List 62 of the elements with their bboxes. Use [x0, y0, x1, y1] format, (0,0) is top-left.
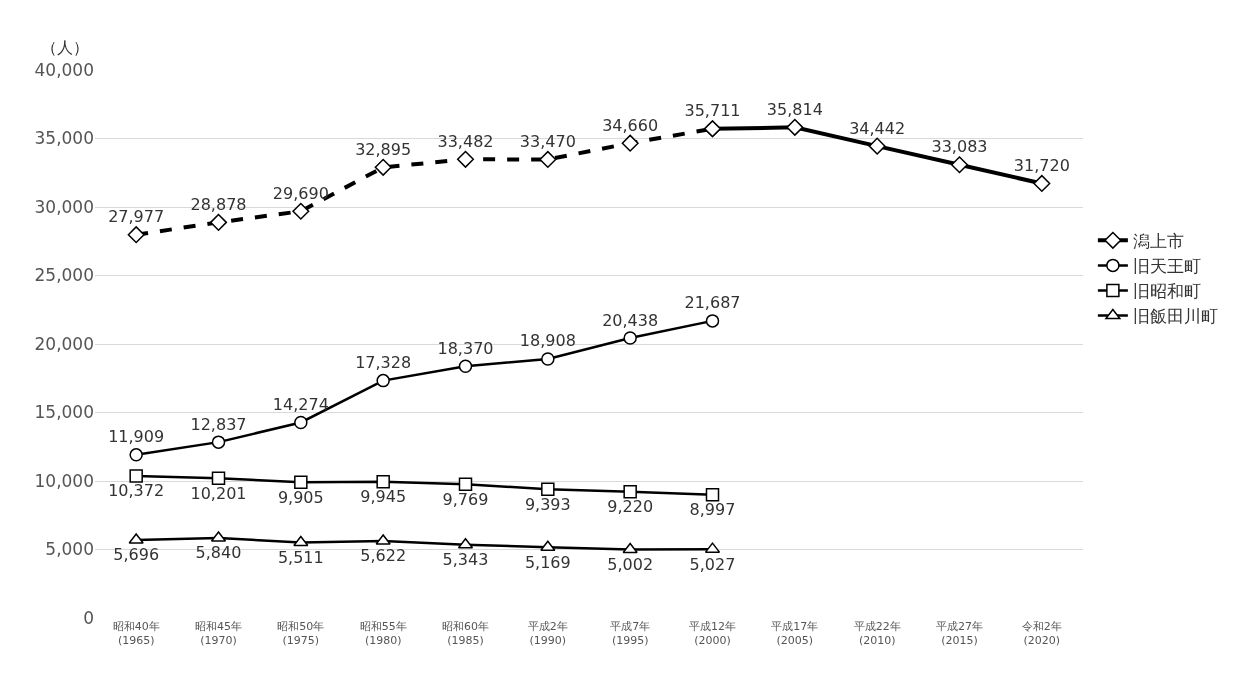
data-label: 35,814: [766, 99, 823, 119]
data-label: 5,511: [277, 548, 324, 567]
data-label: 21,687: [684, 293, 741, 313]
x-tick-label: 平成7年 (1995): [610, 620, 651, 648]
data-label: 10,372: [108, 481, 165, 501]
data-label: 28,878: [190, 194, 247, 214]
data-label: 17,328: [355, 353, 412, 373]
data-label: 34,442: [849, 118, 906, 138]
legend-label: 旧昭和町: [1132, 281, 1201, 302]
data-label: 9,905: [277, 487, 324, 507]
data-label: 9,769: [442, 489, 489, 509]
data-label: 9,393: [524, 494, 571, 514]
data-label: 5,169: [524, 552, 571, 572]
x-tick-label: 平成17年 (2005): [771, 620, 819, 648]
y-tick-label: 0: [83, 607, 94, 628]
data-label: 33,083: [931, 137, 988, 157]
data-label: 9,220: [607, 497, 654, 517]
data-label: 33,482: [437, 131, 494, 151]
data-label: 33,470: [519, 131, 576, 151]
data-label: 29,690: [272, 183, 329, 203]
data-label: 35,711: [684, 101, 741, 121]
x-tick-label: 昭和40年 (1965): [112, 620, 160, 648]
x-tick-label: 昭和45年 (1970): [195, 620, 242, 648]
x-tick-label: 平成12年 (2000): [689, 620, 736, 648]
data-label: 9,945: [360, 487, 407, 507]
x-tick-label: 昭和60年 (1985): [442, 620, 489, 648]
y-tick-label: 25,000: [34, 265, 94, 286]
y-axis-title: （人）: [41, 38, 89, 57]
x-tick-label: 平成27年 (2015): [936, 620, 983, 648]
data-label: 11,909: [108, 427, 165, 447]
y-tick-label: 35,000: [34, 128, 94, 149]
data-label: 12,837: [190, 414, 247, 434]
data-label: 10,201: [190, 483, 247, 503]
legend-label: 旧飯田川町: [1132, 306, 1218, 327]
data-label: 18,908: [519, 331, 576, 351]
data-label: 8,997: [689, 500, 736, 520]
data-label: 5,622: [360, 546, 407, 566]
x-tick-label: 昭和50年 (1975): [277, 620, 325, 648]
data-label: 5,027: [689, 554, 736, 574]
data-label: 34,660: [602, 115, 659, 135]
y-tick-label: 5,000: [45, 539, 94, 560]
x-tick-label: 令和2年 (2020): [1021, 620, 1062, 648]
y-tick-label: 20,000: [34, 333, 94, 354]
data-label: 5,343: [442, 550, 489, 570]
data-label: 27,977: [108, 207, 165, 227]
data-label: 5,840: [195, 543, 242, 563]
data-label: 20,438: [602, 310, 659, 330]
y-tick-label: 30,000: [34, 196, 94, 217]
data-label: 5,696: [113, 545, 160, 565]
data-label: 5,002: [607, 554, 654, 574]
x-tick-label: 昭和55年 (1980): [359, 620, 407, 648]
y-tick-label: 40,000: [34, 59, 94, 80]
y-tick-label: 10,000: [34, 470, 94, 491]
legend-label: 潟上市: [1132, 230, 1184, 251]
legend-label: 旧天王町: [1132, 256, 1201, 277]
data-label: 14,274: [272, 394, 329, 414]
data-label: 18,370: [437, 338, 494, 358]
x-tick-label: 平成2年 (1990): [527, 620, 568, 648]
data-label: 32,895: [355, 139, 412, 159]
y-tick-label: 15,000: [34, 402, 94, 423]
x-tick-label: 平成22年 (2010): [853, 620, 901, 648]
data-label: 31,720: [1013, 155, 1070, 175]
